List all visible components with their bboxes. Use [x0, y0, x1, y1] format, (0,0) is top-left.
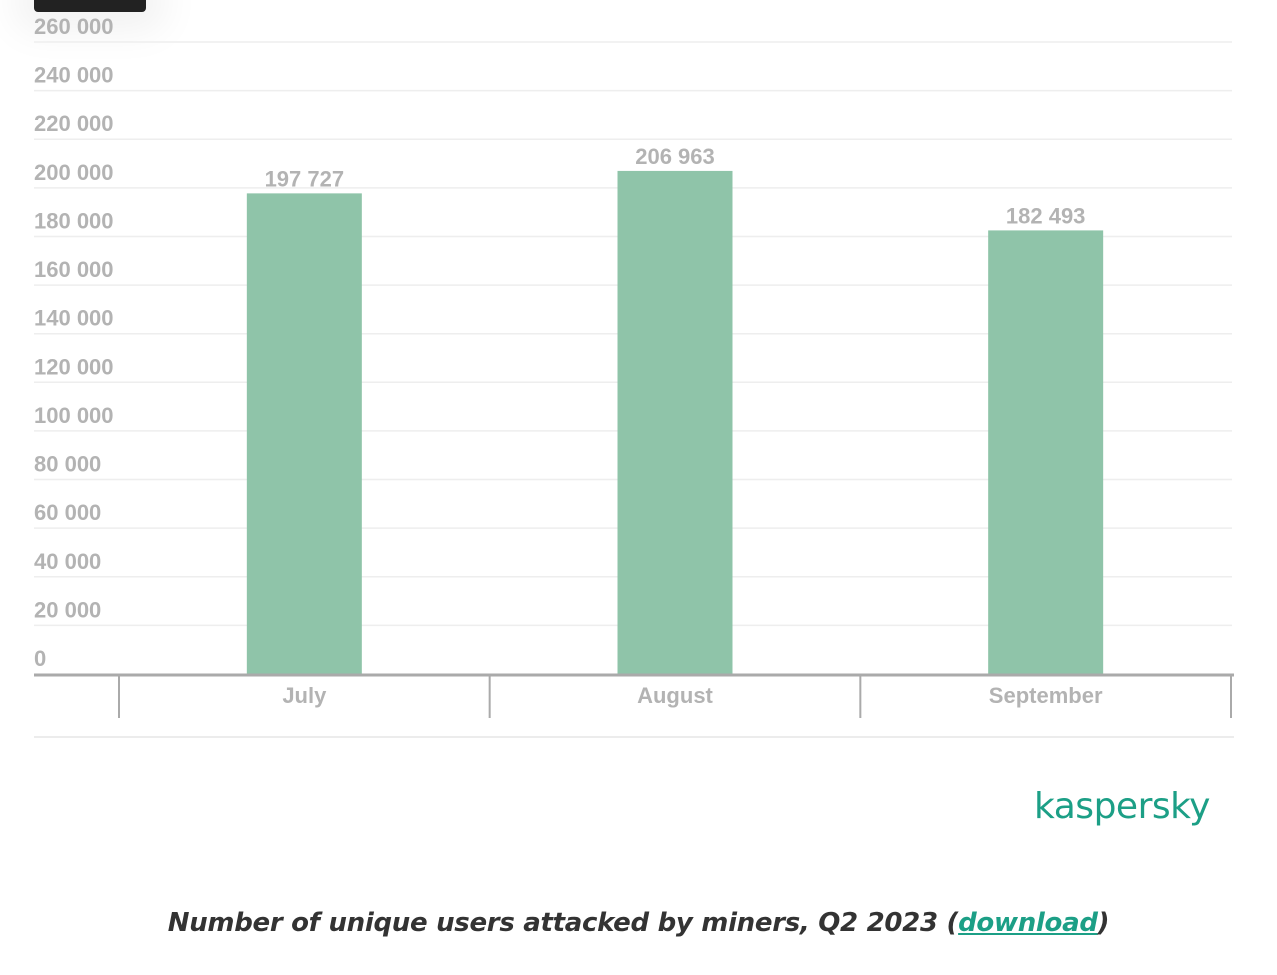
caption-text: Number of unique users attacked by miner…: [167, 908, 959, 938]
y-tick-label: 100 000: [34, 403, 114, 428]
y-tick-label: 140 000: [34, 306, 114, 331]
y-tick-label: 200 000: [34, 160, 114, 185]
bar-july: [246, 193, 362, 675]
download-link[interactable]: download: [958, 908, 1098, 938]
bar-august: [617, 170, 733, 674]
y-tick-label: 60 000: [34, 500, 101, 525]
y-tick-label: 0: [34, 646, 46, 671]
y-tick-label: 120 000: [34, 354, 114, 379]
x-tick-label: July: [282, 683, 327, 708]
y-tick-label: 260 000: [34, 14, 114, 39]
x-axis: July August September: [34, 673, 1234, 738]
figure-caption: Number of unique users attacked by miner…: [0, 908, 1277, 938]
y-tick-label: 240 000: [34, 63, 114, 88]
y-tick-label: 20 000: [34, 597, 101, 622]
y-tick-label: 180 000: [34, 208, 114, 233]
y-tick-label: 40 000: [34, 549, 101, 574]
y-axis-ticks: 0 20 000 40 000 60 000 80 000 100 000 120 000 1…: [34, 14, 114, 671]
y-tick-label: 80 000: [34, 452, 101, 477]
kaspersky-logo: kaspersky: [1034, 786, 1210, 827]
caption-close: ): [1097, 908, 1110, 938]
y-tick-label: 160 000: [34, 257, 114, 282]
top-tab: [34, 0, 146, 12]
y-tick-label: 220 000: [34, 111, 114, 136]
data-label: 197 727: [265, 166, 345, 191]
data-label: 182 493: [1006, 203, 1086, 228]
data-label: 206 963: [635, 144, 715, 169]
bars: 197 727 206 963 182 493: [246, 144, 1104, 675]
bar-chart: 0 20 000 40 000 60 000 80 000 100 000 120 000 1…: [34, 14, 1234, 738]
x-tick-label: August: [637, 683, 713, 708]
bar-september: [988, 230, 1104, 675]
x-tick-label: September: [989, 683, 1103, 708]
